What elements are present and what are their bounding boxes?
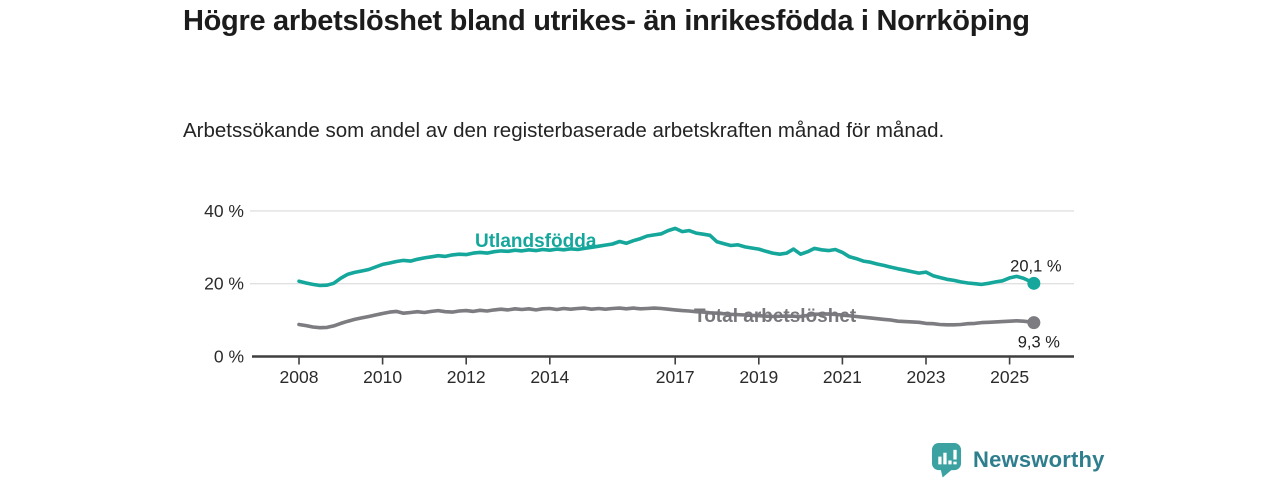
y-tick-label: 40 % bbox=[204, 201, 244, 221]
chart-title: Högre arbetslöshet bland utrikes- än inr… bbox=[183, 5, 1030, 37]
y-tick-label: 20 % bbox=[204, 274, 244, 294]
x-tick-label: 2012 bbox=[447, 367, 486, 387]
chart-subtitle: Arbetssökande som andel av den registerb… bbox=[183, 119, 945, 142]
series-label-utlandsfodda: Utlandsfödda bbox=[475, 231, 597, 252]
series-line-total bbox=[297, 306, 1036, 330]
series-label-total: Total arbetslöshet bbox=[694, 306, 857, 327]
x-tick-label: 2019 bbox=[739, 367, 778, 387]
newsworthy-logo: Newsworthy bbox=[931, 442, 1105, 478]
series-end-value-utlandsfodda: 20,1 % bbox=[1010, 257, 1062, 275]
series-end-dot-total bbox=[1027, 316, 1041, 330]
y-tick-label: 0 % bbox=[214, 347, 244, 367]
x-tick-label: 2023 bbox=[907, 367, 946, 387]
x-tick-label: 2021 bbox=[823, 367, 862, 387]
series-end-value-total: 9,3 % bbox=[1018, 334, 1061, 352]
x-tick-label: 2008 bbox=[280, 367, 319, 387]
x-tick-label: 2025 bbox=[990, 367, 1029, 387]
series-end-dot-utlandsfodda bbox=[1027, 276, 1041, 290]
newsworthy-logo-icon bbox=[931, 443, 962, 478]
x-tick-label: 2014 bbox=[530, 367, 569, 387]
series-line-utlandsfodda bbox=[297, 226, 1036, 288]
newsworthy-logo-text: Newsworthy bbox=[973, 447, 1105, 472]
x-tick-label: 2017 bbox=[656, 367, 695, 387]
x-tick-label: 2010 bbox=[363, 367, 402, 387]
